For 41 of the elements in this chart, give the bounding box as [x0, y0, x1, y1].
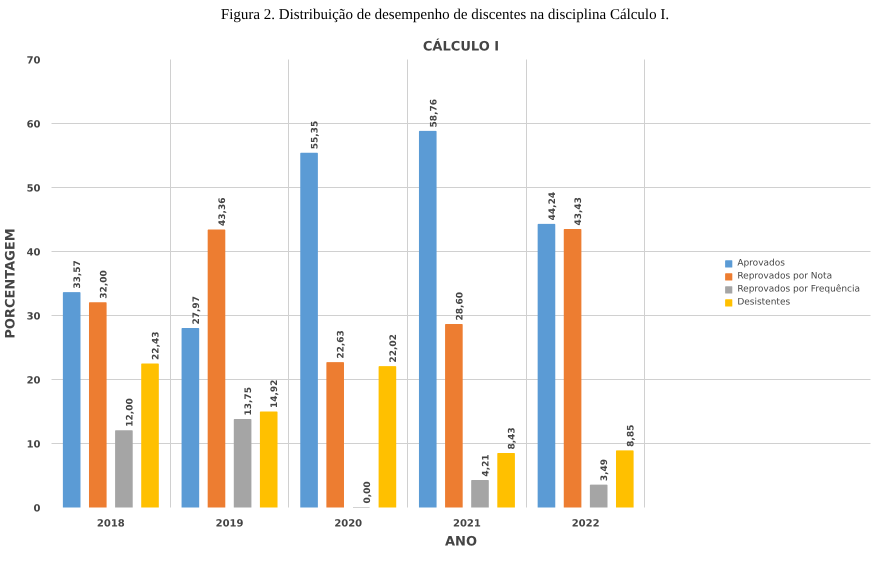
y-tick-label: 20 [26, 376, 41, 386]
y-tick-label: 70 [26, 56, 41, 66]
x-axis-title: ANO [445, 534, 478, 550]
data-label: 22,43 [152, 331, 162, 360]
legend-label: Reprovados por Nota [737, 272, 832, 282]
y-axis-title: PORCENTAGEM [4, 228, 19, 339]
data-label: 3,49 [600, 458, 610, 482]
text: Figura 2. Distribuição de desempenho de discentes na disciplina Cálculo I. [220, 6, 670, 25]
data-label: 32,00 [99, 270, 110, 299]
y-tick-label: 10 [26, 440, 41, 450]
data-label: 28,60 [455, 292, 466, 320]
y-tick-label: 40 [26, 248, 41, 258]
data-label: 0,00 [362, 481, 373, 504]
x-tick-label: 2021 [453, 518, 481, 530]
data-label: 22,02 [388, 334, 399, 363]
data-label: 8,85 [626, 424, 636, 447]
x-tick-label: 2020 [334, 518, 362, 530]
x-tick-label: 2019 [216, 518, 244, 530]
data-label: 12,00 [125, 398, 136, 427]
y-tick-label: 60 [26, 120, 41, 130]
y-tick-label: 0 [34, 504, 41, 514]
chart-title: CÁLCULO I [422, 38, 500, 54]
x-tick-label: 2018 [96, 518, 125, 530]
x-tick-label: 2022 [572, 518, 600, 530]
data-label: 13,75 [244, 387, 254, 416]
data-label: 22,63 [336, 330, 347, 359]
data-label: 14,92 [270, 380, 280, 408]
data-label: 4,21 [481, 454, 492, 477]
data-label: 8,43 [508, 427, 518, 450]
legend-label: Reprovados por Frequência [737, 284, 860, 294]
data-label: 58,76 [429, 98, 440, 128]
y-tick-label: 50 [26, 184, 41, 194]
data-label: 33,57 [73, 260, 84, 289]
legend-label: Aprovados [737, 258, 785, 268]
data-label: 43,36 [218, 198, 228, 226]
data-label: 27,97 [192, 296, 202, 324]
legend-label: Desistentes [737, 298, 790, 308]
y-tick-label: 30 [26, 312, 41, 322]
data-label: 43,43 [574, 197, 584, 226]
data-label: 44,24 [548, 192, 558, 220]
data-label: 55,35 [310, 120, 321, 150]
